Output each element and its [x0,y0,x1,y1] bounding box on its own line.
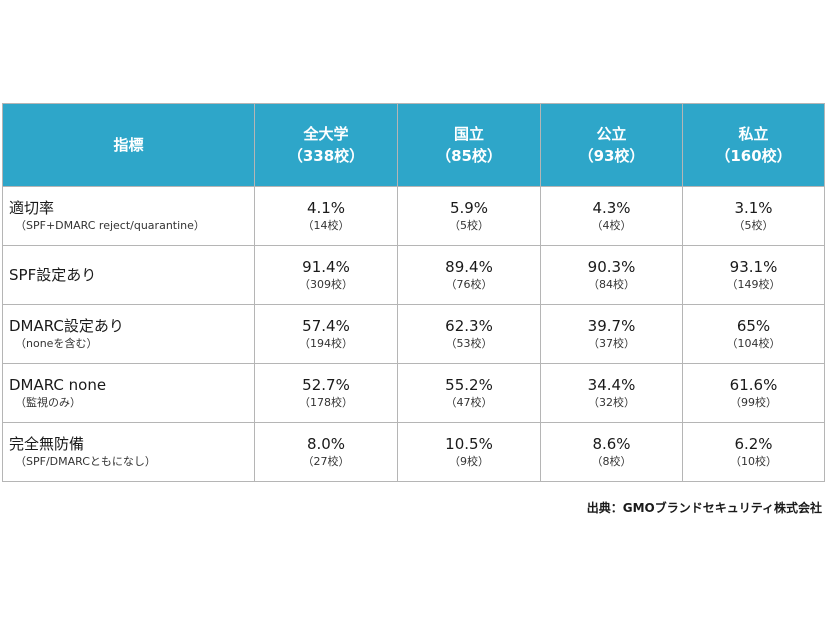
stats-table: 指標 全大学 （338校） 国立 （85校） 公立 （93校） 私立 （160校） 適切… [2,103,825,482]
cell-percent: 39.7% [587,317,636,335]
cell-count: （99校） [730,396,777,409]
header-col-count: （93校） [578,147,645,165]
header-col-count: （160校） [715,147,792,165]
cell-percent: 93.1% [729,258,778,276]
cell-percent: 34.4% [587,376,636,394]
value-cell: 65% （104校） [682,304,825,364]
value-cell: 8.6% （8校） [540,422,683,482]
cell-count: （309校） [299,278,353,291]
value-cell: 39.7% （37校） [540,304,683,364]
cell-count: （10校） [730,455,777,468]
header-col-name: 公立 [596,125,627,143]
table-row: SPF設定あり 91.4% （309校） 89.4% （76校） 90.3% （84校… [2,245,825,305]
row-label-cell: SPF設定あり [2,245,255,305]
row-label: DMARC設定あり [9,317,124,335]
cell-percent: 57.4% [302,317,350,335]
cell-percent: 10.5% [445,435,493,453]
cell-count: （5校） [733,219,774,232]
cell-count: （4校） [591,219,632,232]
header-col: 私立 （160校） [682,103,825,187]
value-cell: 10.5% （9校） [397,422,541,482]
row-label: DMARC none [9,376,107,394]
row-label-cell: DMARC none （監視のみ） [2,363,255,423]
cell-percent: 4.1% [306,199,346,217]
cell-count: （27校） [302,455,350,468]
header-col-name: 私立 [738,125,769,143]
row-label-cell: DMARC設定あり （noneを含む） [2,304,255,364]
cell-count: （53校） [445,337,493,350]
row-sublabel: （SPF/DMARCともになし） [15,455,156,468]
cell-percent: 4.3% [592,199,631,217]
cell-count: （14校） [302,219,350,232]
cell-count: （194校） [299,337,353,350]
cell-percent: 3.1% [734,199,773,217]
value-cell: 8.0% （27校） [254,422,398,482]
cell-count: （32校） [588,396,635,409]
row-sublabel: （noneを含む） [15,337,98,350]
header-col-name: 全大学 [303,125,349,143]
cell-count: （47校） [445,396,493,409]
header-col: 全大学 （338校） [254,103,398,187]
value-cell: 4.1% （14校） [254,186,398,246]
value-cell: 55.2% （47校） [397,363,541,423]
value-cell: 91.4% （309校） [254,245,398,305]
header-col-count: （85校） [436,147,502,165]
header-col: 公立 （93校） [540,103,683,187]
cell-count: （178校） [299,396,353,409]
cell-percent: 6.2% [734,435,773,453]
cell-count: （37校） [588,337,635,350]
table-row: 完全無防備 （SPF/DMARCともになし） 8.0% （27校） 10.5% （9校… [2,422,825,482]
cell-percent: 89.4% [445,258,493,276]
header-col: 国立 （85校） [397,103,541,187]
value-cell: 52.7% （178校） [254,363,398,423]
value-cell: 93.1% （149校） [682,245,825,305]
row-sublabel: （SPF+DMARC reject/quarantine） [15,219,205,232]
source-credit: 出典：GMOブランドセキュリティ株式会社 [586,501,822,515]
cell-count: （149校） [726,278,781,291]
cell-percent: 52.7% [302,376,350,394]
table-row: 適切率 （SPF+DMARC reject/quarantine） 4.1% （14… [2,186,825,246]
value-cell: 61.6% （99校） [682,363,825,423]
header-col-name: 国立 [453,125,484,143]
cell-percent: 91.4% [302,258,350,276]
row-label: 適切率 [9,199,55,217]
cell-count: （104校） [726,337,781,350]
table-row: DMARC none （監視のみ） 52.7% （178校） 55.2% （47校） … [2,363,825,423]
cell-percent: 8.0% [306,435,346,453]
row-label-cell: 完全無防備 （SPF/DMARCともになし） [2,422,255,482]
table-row: DMARC設定あり （noneを含む） 57.4% （194校） 62.3% （53校… [2,304,825,364]
row-label-cell: 適切率 （SPF+DMARC reject/quarantine） [2,186,255,246]
value-cell: 89.4% （76校） [397,245,541,305]
header-col-count: （338校） [287,147,365,165]
cell-count: （9校） [449,455,489,468]
cell-percent: 61.6% [729,376,778,394]
cell-percent: 90.3% [587,258,636,276]
row-label: 完全無防備 [9,435,85,453]
cell-percent: 62.3% [445,317,493,335]
value-cell: 57.4% （194校） [254,304,398,364]
value-cell: 4.3% （4校） [540,186,683,246]
value-cell: 90.3% （84校） [540,245,683,305]
cell-percent: 65% [736,317,771,335]
header-row: 指標 全大学 （338校） 国立 （85校） 公立 （93校） 私立 （160校） [2,103,825,187]
cell-percent: 8.6% [592,435,631,453]
cell-count: （84校） [588,278,635,291]
row-label: SPF設定あり [9,266,97,284]
cell-percent: 55.2% [445,376,493,394]
cell-count: （5校） [449,219,489,232]
value-cell: 5.9% （5校） [397,186,541,246]
cell-count: （76校） [445,278,493,291]
row-sublabel: （監視のみ） [15,396,81,409]
value-cell: 62.3% （53校） [397,304,541,364]
value-cell: 34.4% （32校） [540,363,683,423]
cell-percent: 5.9% [449,199,489,217]
cell-count: （8校） [591,455,632,468]
value-cell: 3.1% （5校） [682,186,825,246]
value-cell: 6.2% （10校） [682,422,825,482]
header-indicator: 指標 [2,103,255,187]
